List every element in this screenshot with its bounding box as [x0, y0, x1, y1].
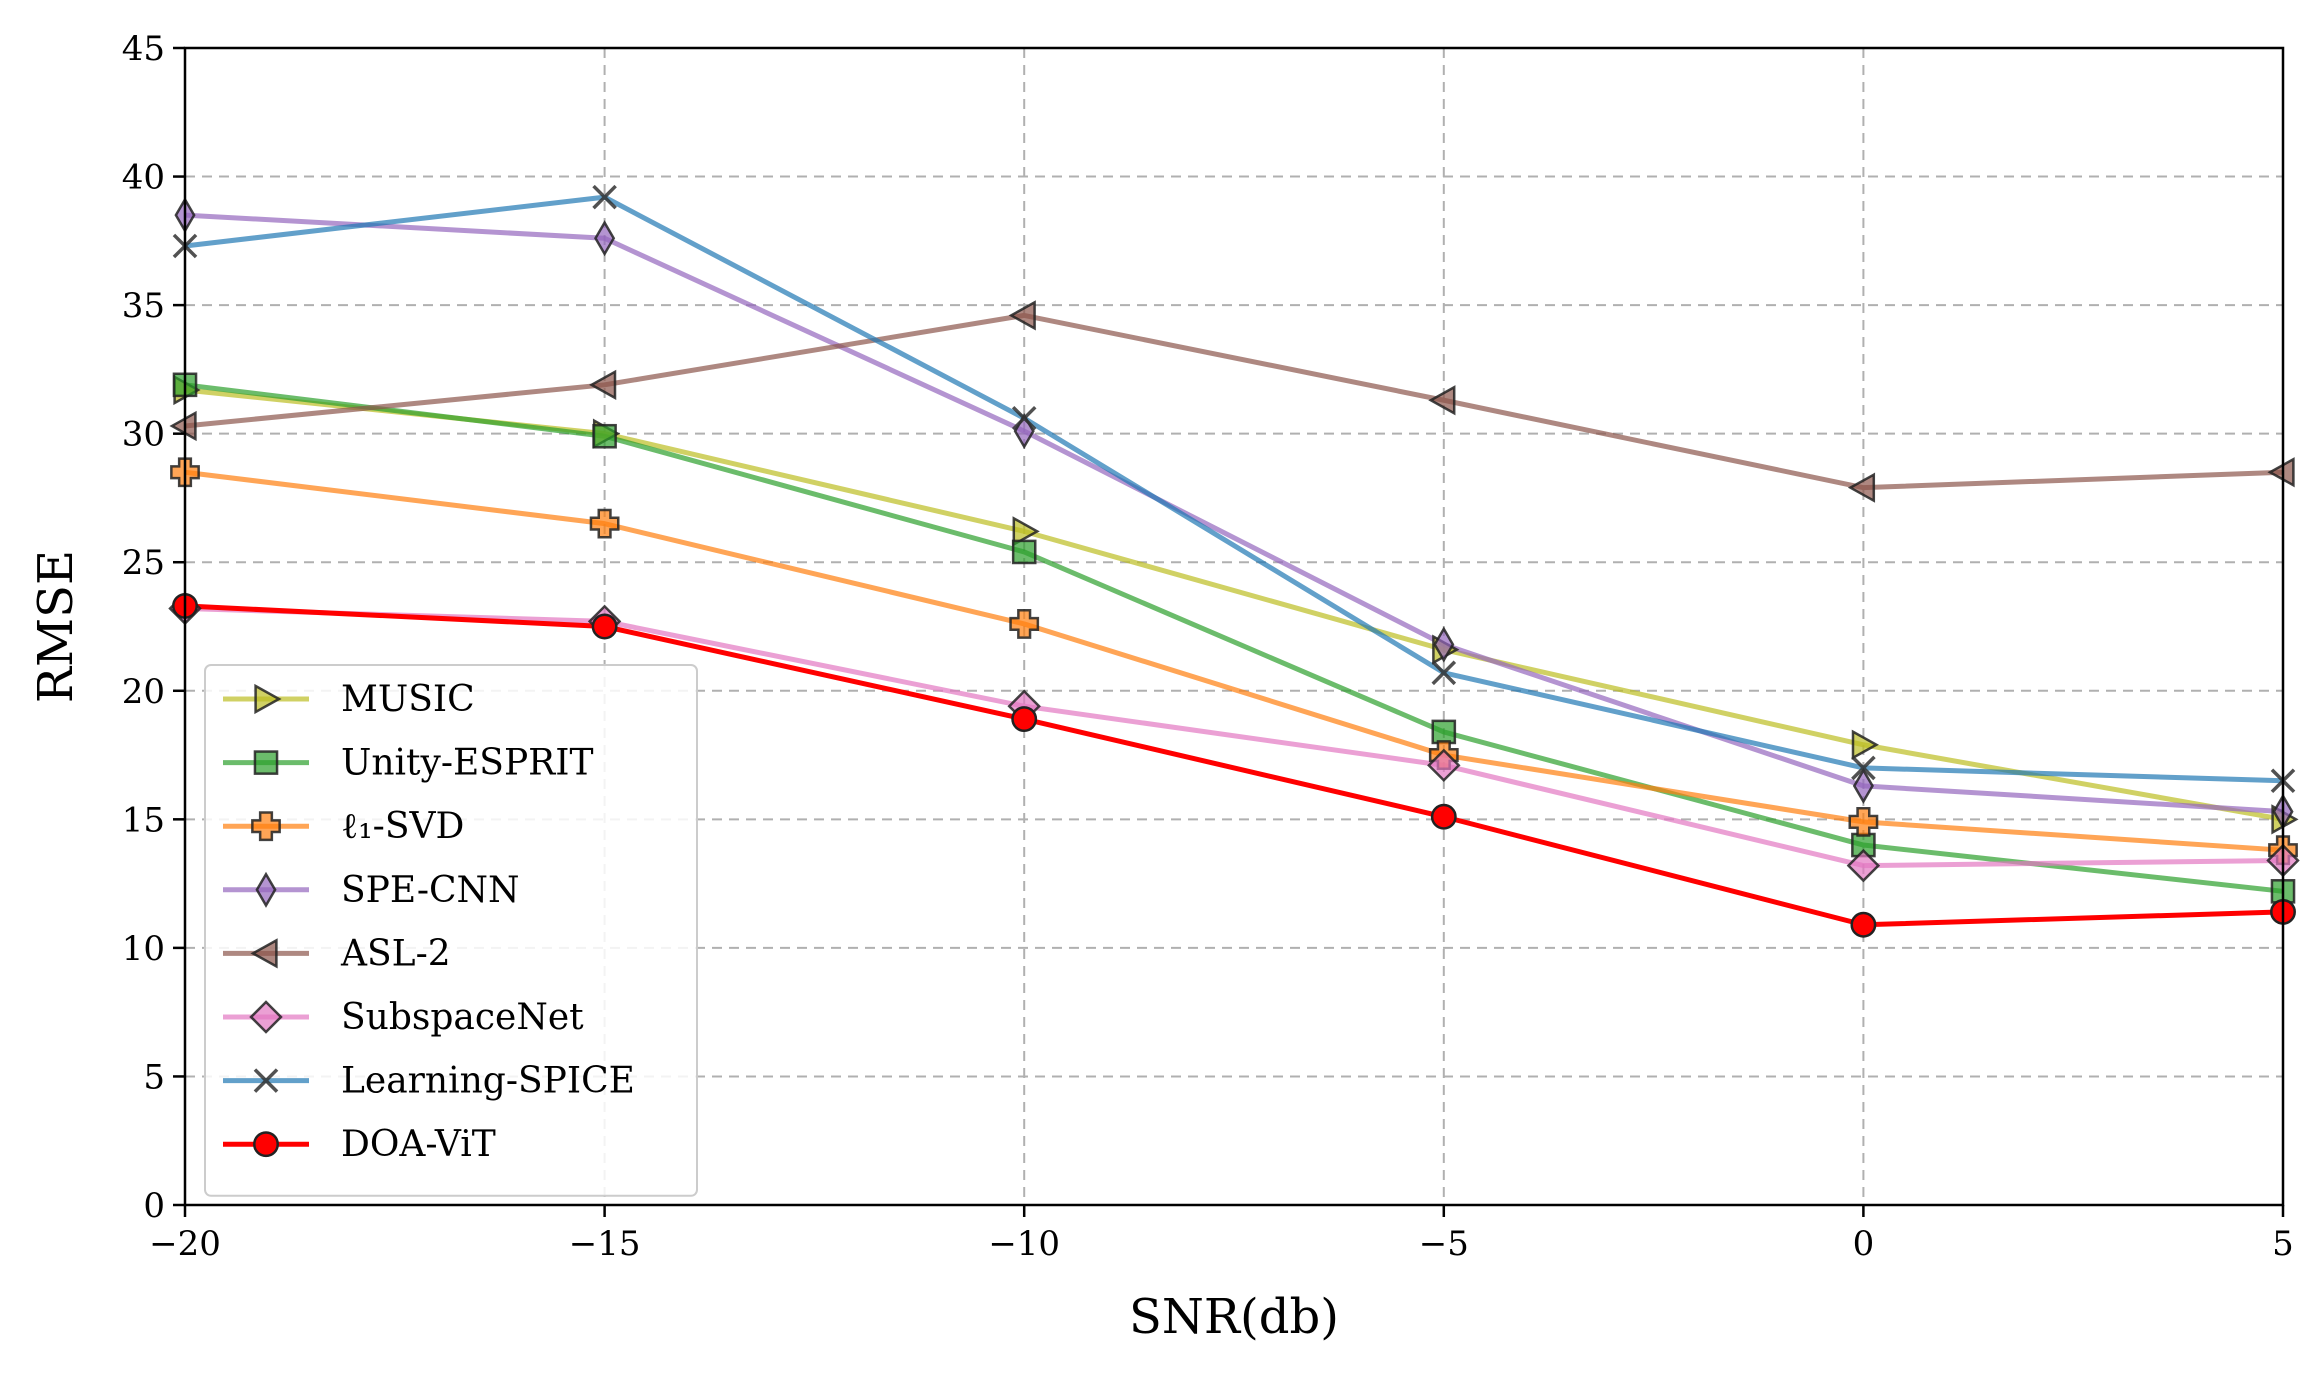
legend-marker-subspacenet	[249, 1000, 283, 1034]
legend-marker-spe-cnn	[255, 871, 277, 908]
legend-label-learning-spice: Learning-SPICE	[341, 1061, 635, 1102]
point-music-2	[1012, 516, 1040, 547]
legend-marker-unity-esprit	[253, 750, 279, 775]
y-tick-label-7: 35	[122, 286, 165, 326]
point-asl-2-3	[1428, 385, 1456, 416]
point-doa-vit-2	[1011, 706, 1038, 733]
series-line-learning-spice	[184, 194, 2284, 784]
point-doa-vit-3	[1430, 803, 1457, 830]
series-line-svd	[184, 469, 2284, 853]
point-svd-4	[1848, 807, 1879, 837]
point-svd-1	[589, 508, 620, 539]
y-tick-label-6: 30	[122, 415, 165, 455]
x-axis-label: SNR(db)	[1129, 1289, 1339, 1345]
legend-marker-learning-spice	[253, 1068, 279, 1093]
point-music-4	[1851, 729, 1879, 760]
point-asl-2-1	[589, 369, 617, 400]
series-line-asl-2	[184, 312, 2284, 491]
legend-marker-asl-2	[250, 938, 278, 969]
x-tick-label-1: −15	[569, 1224, 641, 1264]
point-subspacenet-3	[1427, 748, 1461, 783]
point-learning-spice-2	[1011, 405, 1037, 431]
legend-label-subspacenet: SubspaceNet	[341, 997, 584, 1038]
plot-frame	[183, 46, 2285, 1207]
legend-label-spe-cnn: SPE-CNN	[341, 870, 520, 911]
y-tick-label-1: 5	[143, 1057, 165, 1097]
x-tick-label-3: −5	[1419, 1224, 1469, 1264]
legend-label-doa-vit: DOA-ViT	[341, 1124, 496, 1165]
x-tick-label-4: 0	[1853, 1224, 1875, 1264]
point-spe-cnn-4	[1852, 767, 1874, 804]
legend-label-unity-esprit: Unity-ESPRIT	[341, 743, 594, 784]
legend: MUSIC Unity-ESPRIT ℓ₁-SVD SPE-CNN ASL-2 Subsp…	[204, 664, 698, 1197]
series-line-unity-esprit	[184, 382, 2284, 894]
point-spe-cnn-3	[1433, 626, 1455, 663]
point-spe-cnn-1	[594, 220, 616, 257]
legend-label-asl-2: ASL-2	[340, 933, 451, 974]
point-asl-2-2	[1008, 300, 1036, 331]
legend-box	[204, 664, 698, 1197]
point-unity-esprit-3	[1431, 719, 1457, 745]
point-learning-spice-1	[592, 184, 617, 210]
series-lines	[184, 194, 2284, 928]
point-doa-vit-1	[591, 613, 618, 640]
y-tick-label-3: 15	[122, 800, 165, 840]
y-axis-label: RMSE	[28, 550, 84, 703]
legend-marker-doa-vit	[253, 1131, 279, 1158]
x-tick-label-5: 5	[2272, 1224, 2294, 1264]
point-asl-2-5	[2267, 457, 2295, 488]
y-tick-label-0: 0	[143, 1186, 165, 1226]
point-learning-spice-4	[1851, 755, 1876, 781]
legend-label-svd: ℓ₁-SVD	[341, 806, 464, 847]
point-subspacenet-4	[1846, 848, 1881, 883]
series-line-subspacenet	[184, 606, 2284, 869]
point-learning-spice-3	[1431, 660, 1457, 686]
point-unity-esprit-1	[592, 423, 617, 449]
x-tick-label-0: −20	[149, 1224, 221, 1264]
series-line-spe-cnn	[184, 212, 2284, 815]
point-unity-esprit-2	[1011, 539, 1037, 565]
x-tick-label-2: −10	[988, 1224, 1060, 1264]
axis-ticks: −20 −15 −10 −5 0 5 0 5 10 15 20 25 30 35 40 45	[122, 29, 2294, 1264]
point-doa-vit-4	[1850, 911, 1877, 938]
y-tick-label-5: 25	[122, 543, 165, 583]
legend-marker-svd	[251, 811, 281, 842]
y-tick-label-4: 20	[122, 672, 165, 712]
y-tick-label-2: 10	[122, 929, 165, 969]
point-asl-2-0	[169, 410, 197, 442]
point-asl-2-4	[1847, 472, 1876, 503]
legend-marker-music	[254, 683, 282, 715]
series-line-doa-vit	[184, 603, 2284, 928]
y-tick-label-8: 40	[122, 158, 165, 198]
legend-label-music: MUSIC	[341, 679, 475, 720]
y-tick-label-9: 45	[122, 29, 165, 69]
point-svd-2	[1009, 609, 1040, 639]
